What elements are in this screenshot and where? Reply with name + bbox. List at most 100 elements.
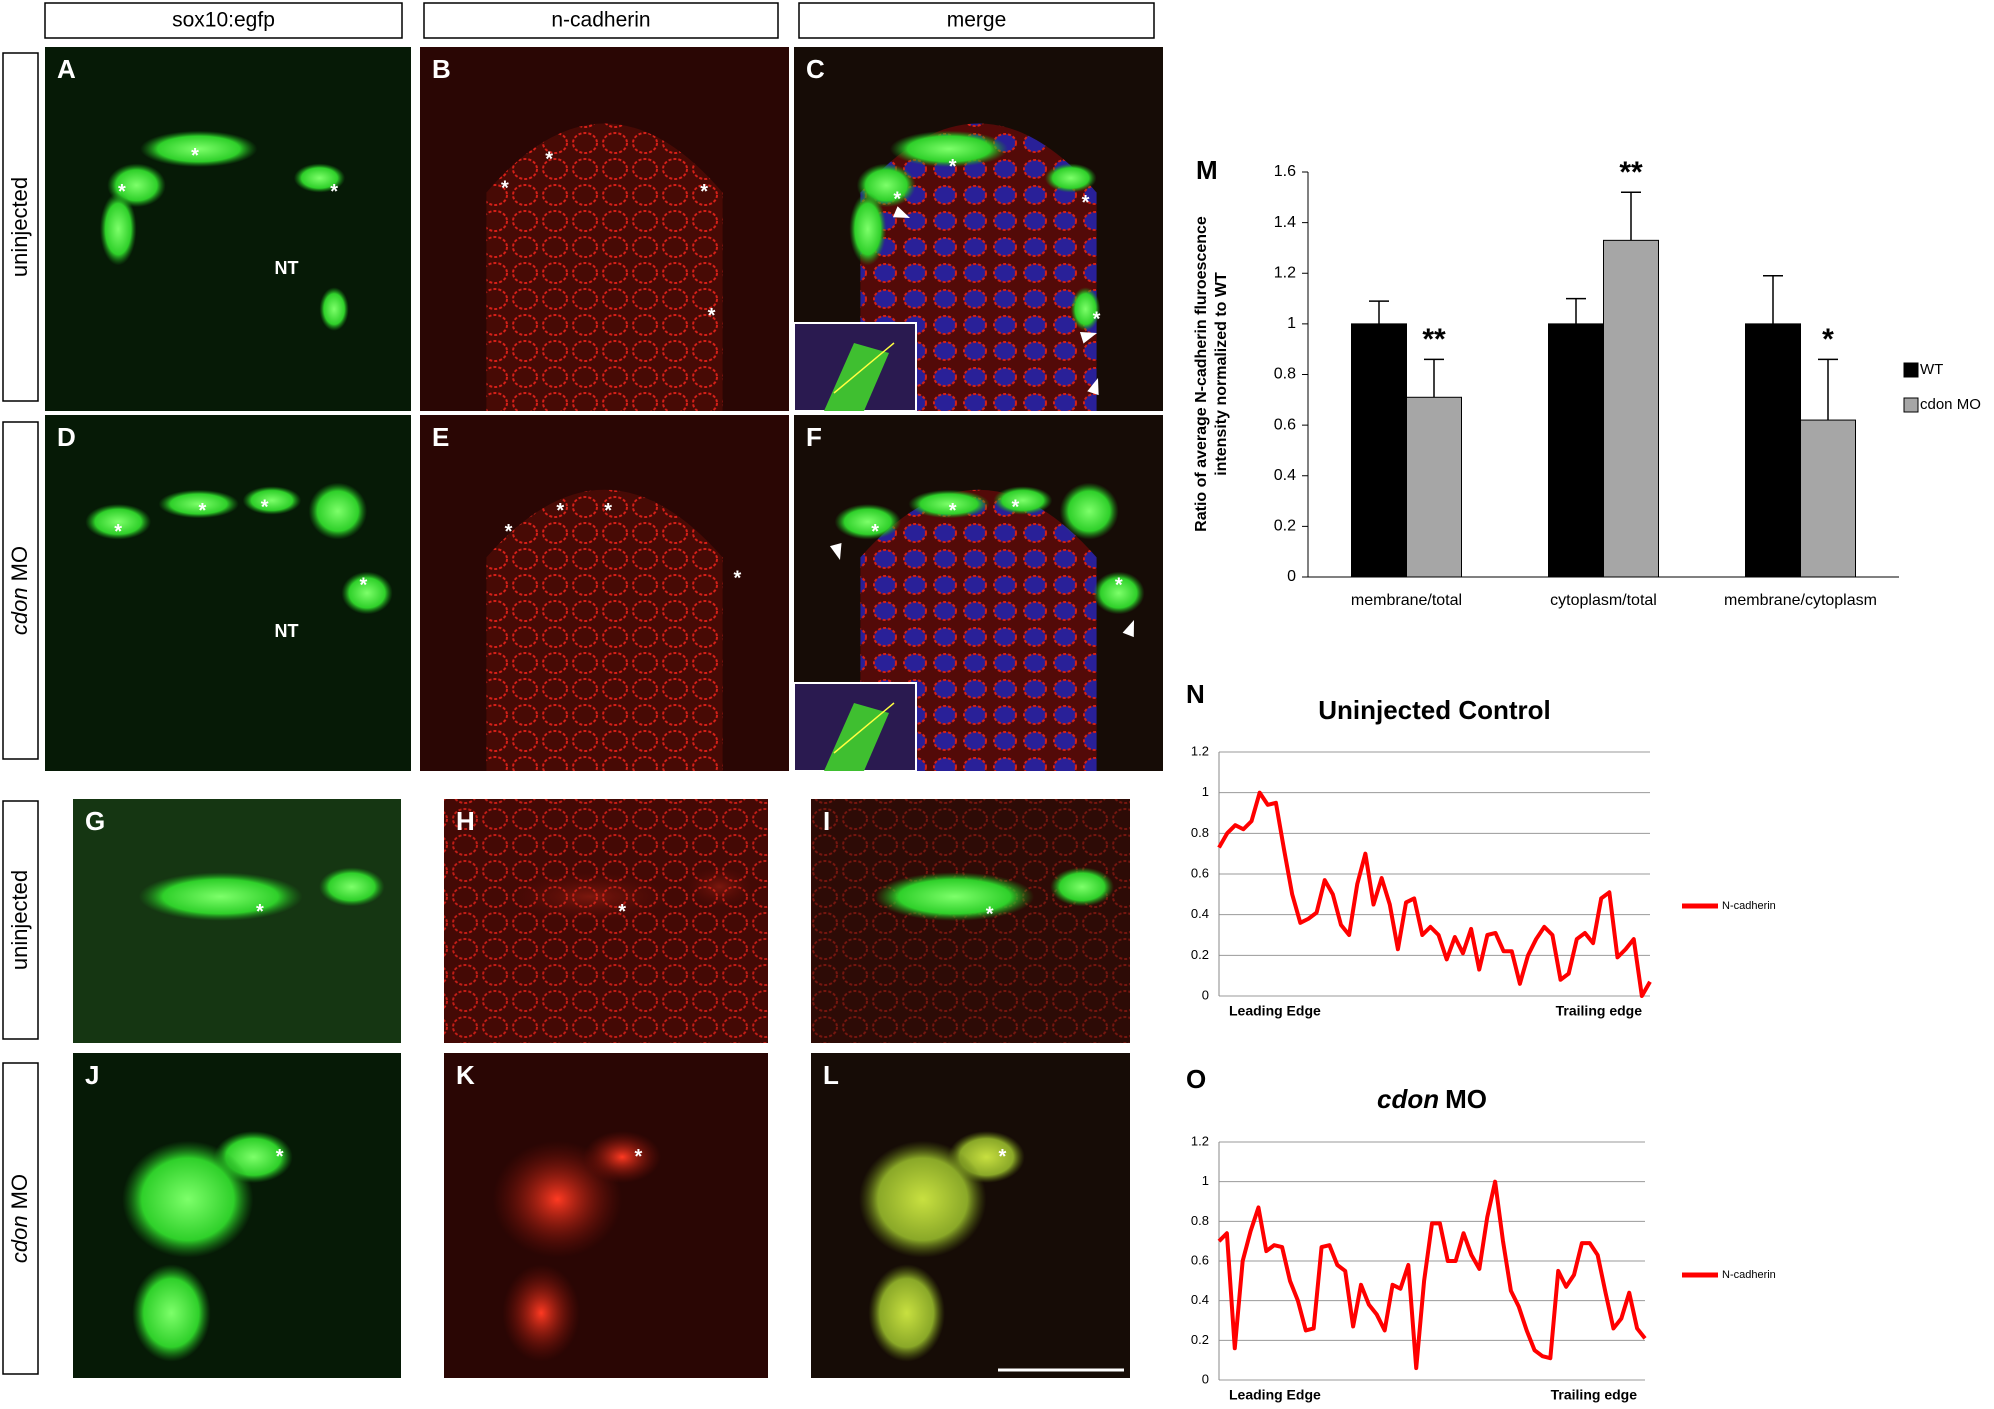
text-part: cdon — [7, 1215, 32, 1263]
y-tick-label: 0.8 — [1191, 825, 1209, 840]
x-tick-label: membrane/cytoplasm — [1724, 592, 1877, 609]
cell — [993, 486, 1053, 515]
x-axis-label: Trailing edge — [1551, 1387, 1638, 1403]
asterisk: * — [118, 181, 126, 203]
y-tick-label: 0.6 — [1191, 1252, 1209, 1267]
chart-title: Uninjected Control — [1318, 695, 1551, 725]
arrow — [1079, 331, 1097, 344]
y-tick-label: 1 — [1287, 315, 1296, 332]
column-header: sox10:egfp — [172, 9, 275, 32]
error-bar — [1424, 358, 1444, 398]
y-tick-label: 0 — [1202, 987, 1209, 1002]
text-part: MO — [7, 1174, 32, 1209]
legend-label: N-cadherin — [1722, 900, 1776, 912]
tissue — [73, 799, 401, 1043]
cell — [508, 872, 671, 921]
column-header-box — [798, 2, 1155, 39]
y-tick-label: 0.6 — [1274, 416, 1296, 433]
cell — [1059, 482, 1119, 540]
y-tick-label: 0.2 — [1274, 518, 1296, 535]
panel-letter: F — [806, 422, 822, 452]
panel-letter: H — [456, 806, 475, 836]
x-tick-label: cytoplasm/total — [1550, 592, 1657, 609]
cell — [502, 1264, 581, 1362]
asterisk: * — [618, 901, 626, 923]
asterisk: * — [949, 156, 957, 178]
asterisk: * — [505, 521, 513, 543]
cell — [1092, 571, 1145, 615]
asterisk: * — [261, 496, 269, 518]
y-axis-label: Ratio of average N-cadherin fluroescence… — [1193, 216, 1230, 532]
y-tick-label: 1 — [1202, 1173, 1209, 1188]
cell — [85, 504, 152, 540]
legend-swatch — [1903, 397, 1919, 413]
panel-letter: M — [1196, 155, 1218, 185]
text-part: uninjected — [7, 870, 32, 970]
error-bar — [1763, 275, 1783, 324]
panel-letter: K — [456, 1060, 475, 1090]
asterisk: * — [114, 521, 122, 543]
cell — [834, 504, 902, 540]
asterisk: * — [276, 1146, 284, 1168]
asterisk: * — [700, 181, 708, 203]
cell — [908, 489, 990, 519]
asterisk: * — [871, 521, 879, 543]
row-label-box — [2, 421, 39, 760]
asterisk: * — [556, 500, 564, 522]
asterisk: * — [893, 189, 901, 211]
y-tick-label: 0.4 — [1274, 467, 1296, 484]
cell — [242, 486, 302, 515]
y-tick-label: 1.2 — [1191, 1133, 1209, 1148]
text-part: MO — [1445, 1084, 1487, 1114]
cell — [99, 192, 137, 266]
asterisk: * — [635, 1146, 643, 1168]
line — [1217, 790, 1652, 998]
y-tick-label: 0.8 — [1274, 366, 1296, 383]
inset-line — [833, 702, 895, 754]
panel-letter: I — [823, 806, 830, 836]
error-bar — [1369, 300, 1389, 324]
asterisk: * — [1093, 309, 1101, 331]
cell — [889, 130, 1009, 168]
asterisk: * — [733, 567, 741, 589]
y-tick-label: 0.2 — [1191, 947, 1209, 962]
cell — [849, 192, 887, 266]
y-tick-label: 0.6 — [1191, 865, 1209, 880]
line — [1217, 1179, 1647, 1371]
y-tick-label: 0 — [1202, 1371, 1209, 1386]
y-tick-label: 1.6 — [1274, 163, 1296, 180]
cell — [138, 872, 303, 921]
asterisk: * — [501, 178, 509, 200]
cell — [140, 130, 258, 168]
column-header: merge — [947, 9, 1007, 32]
arrow — [829, 542, 842, 560]
text-part: MO — [7, 546, 32, 581]
tissue — [860, 489, 1097, 771]
cell — [1050, 867, 1115, 907]
asterisk: * — [986, 904, 994, 926]
row-label-box — [2, 52, 39, 402]
legend-label: WT — [1920, 361, 1943, 378]
y-tick-label: 0.8 — [1191, 1213, 1209, 1228]
significance: ** — [1619, 156, 1643, 189]
cell — [293, 163, 346, 193]
significance: ** — [1422, 323, 1446, 356]
tissue — [860, 123, 1097, 411]
legend-label: cdon MO — [1920, 396, 1981, 413]
bar — [1406, 396, 1462, 578]
panel-letter: N — [1186, 679, 1205, 709]
cell — [687, 867, 752, 907]
asterisk: * — [191, 145, 199, 167]
row-label: cdon MO — [7, 1174, 32, 1263]
row-label-box — [2, 800, 39, 1040]
panel-letter: O — [1186, 1064, 1206, 1094]
row-label-box — [2, 1062, 39, 1375]
bar — [1548, 323, 1604, 578]
asterisk: * — [949, 500, 957, 522]
cell — [858, 1140, 987, 1258]
column-header-box — [44, 2, 403, 39]
cell — [492, 1140, 623, 1258]
asterisk: * — [708, 305, 716, 327]
